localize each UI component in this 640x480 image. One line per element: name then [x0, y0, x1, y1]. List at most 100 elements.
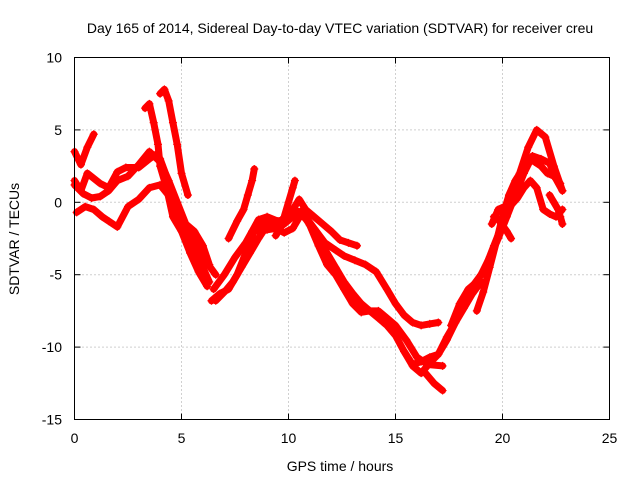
- data-point: [288, 224, 297, 233]
- data-point: [340, 285, 349, 294]
- data-point: [297, 206, 306, 215]
- data-point: [275, 224, 284, 233]
- data-point: [556, 179, 565, 188]
- series-track-3: [70, 147, 214, 269]
- data-point: [327, 227, 336, 236]
- data-point: [438, 386, 447, 395]
- data-point: [205, 277, 214, 286]
- data-point: [442, 332, 451, 341]
- data-point: [507, 234, 516, 243]
- data-point: [500, 202, 509, 211]
- data-point: [89, 130, 98, 139]
- data-point: [408, 318, 417, 327]
- data-point: [400, 311, 409, 320]
- data-point: [231, 253, 239, 262]
- data-point: [177, 227, 186, 236]
- data-point: [400, 347, 409, 356]
- series-band: [255, 207, 485, 377]
- data-point: [183, 191, 192, 200]
- data-point: [537, 154, 546, 163]
- data-point: [502, 227, 511, 236]
- data-point: [124, 202, 132, 211]
- data-point: [365, 306, 374, 315]
- y-tick-label: -5: [50, 267, 63, 283]
- data-point: [96, 192, 105, 201]
- data-point: [558, 186, 567, 195]
- data-point: [434, 350, 443, 359]
- data-point: [72, 208, 81, 217]
- data-point: [224, 234, 233, 243]
- data-point: [271, 231, 280, 240]
- data-point: [513, 193, 522, 202]
- data-point: [233, 217, 242, 226]
- data-point: [205, 260, 214, 269]
- data-point: [530, 157, 539, 166]
- data-point: [425, 319, 434, 328]
- data-point: [348, 299, 357, 308]
- data-point: [357, 308, 366, 317]
- data-point: [79, 189, 88, 198]
- series-track-5: [141, 99, 214, 286]
- data-point: [314, 241, 323, 250]
- data-point: [430, 379, 439, 388]
- data-point: [96, 179, 105, 188]
- data-point: [340, 251, 349, 260]
- data-point: [489, 212, 498, 221]
- data-point: [288, 212, 297, 221]
- data-point: [494, 215, 503, 224]
- data-point: [532, 125, 541, 134]
- y-tick-label: -10: [42, 339, 62, 355]
- data-point: [352, 241, 361, 250]
- data-point: [160, 85, 169, 94]
- data-point: [485, 263, 494, 272]
- data-point: [237, 263, 246, 272]
- data-point: [361, 260, 370, 269]
- chart-title: Day 165 of 2014, Sidereal Day-to-day VTE…: [87, 20, 593, 36]
- data-point: [539, 205, 548, 214]
- data-point: [194, 253, 203, 262]
- data-point: [290, 176, 299, 185]
- series-track-16: [472, 154, 565, 315]
- data-point: [344, 238, 353, 247]
- data-point: [81, 202, 90, 211]
- data-point: [254, 234, 263, 243]
- data-point: [168, 118, 177, 127]
- x-tick-label: 20: [495, 430, 511, 446]
- data-point: [524, 143, 533, 152]
- data-point: [417, 321, 426, 330]
- data-point: [104, 186, 113, 195]
- data-point: [511, 176, 520, 185]
- data-point: [391, 299, 400, 308]
- series-track-18: [489, 212, 516, 243]
- data-point: [472, 306, 481, 315]
- data-point: [305, 221, 314, 230]
- data-point: [350, 256, 359, 265]
- x-axis-label: GPS time / hours: [287, 458, 394, 474]
- data-point: [87, 193, 96, 202]
- data-point: [211, 270, 220, 279]
- data-point: [524, 154, 533, 163]
- data-point: [153, 140, 162, 149]
- data-point: [421, 369, 430, 378]
- data-point: [335, 235, 344, 244]
- data-point: [198, 241, 207, 250]
- series-band: [141, 100, 213, 286]
- data-point: [331, 270, 340, 279]
- x-tick-label: 0: [71, 430, 79, 446]
- data-point: [288, 183, 297, 192]
- data-point: [190, 227, 199, 236]
- x-tick-label: 5: [178, 430, 186, 446]
- data-point: [549, 162, 558, 171]
- y-tick-label: 5: [54, 122, 62, 138]
- data-point: [162, 183, 171, 192]
- data-point: [391, 331, 400, 340]
- data-point: [186, 241, 195, 250]
- data-point: [295, 195, 304, 204]
- data-point: [263, 225, 272, 234]
- data-point: [173, 140, 182, 149]
- series-band: [71, 130, 98, 169]
- data-point: [280, 212, 289, 221]
- data-point: [558, 220, 567, 229]
- data-point: [241, 238, 250, 247]
